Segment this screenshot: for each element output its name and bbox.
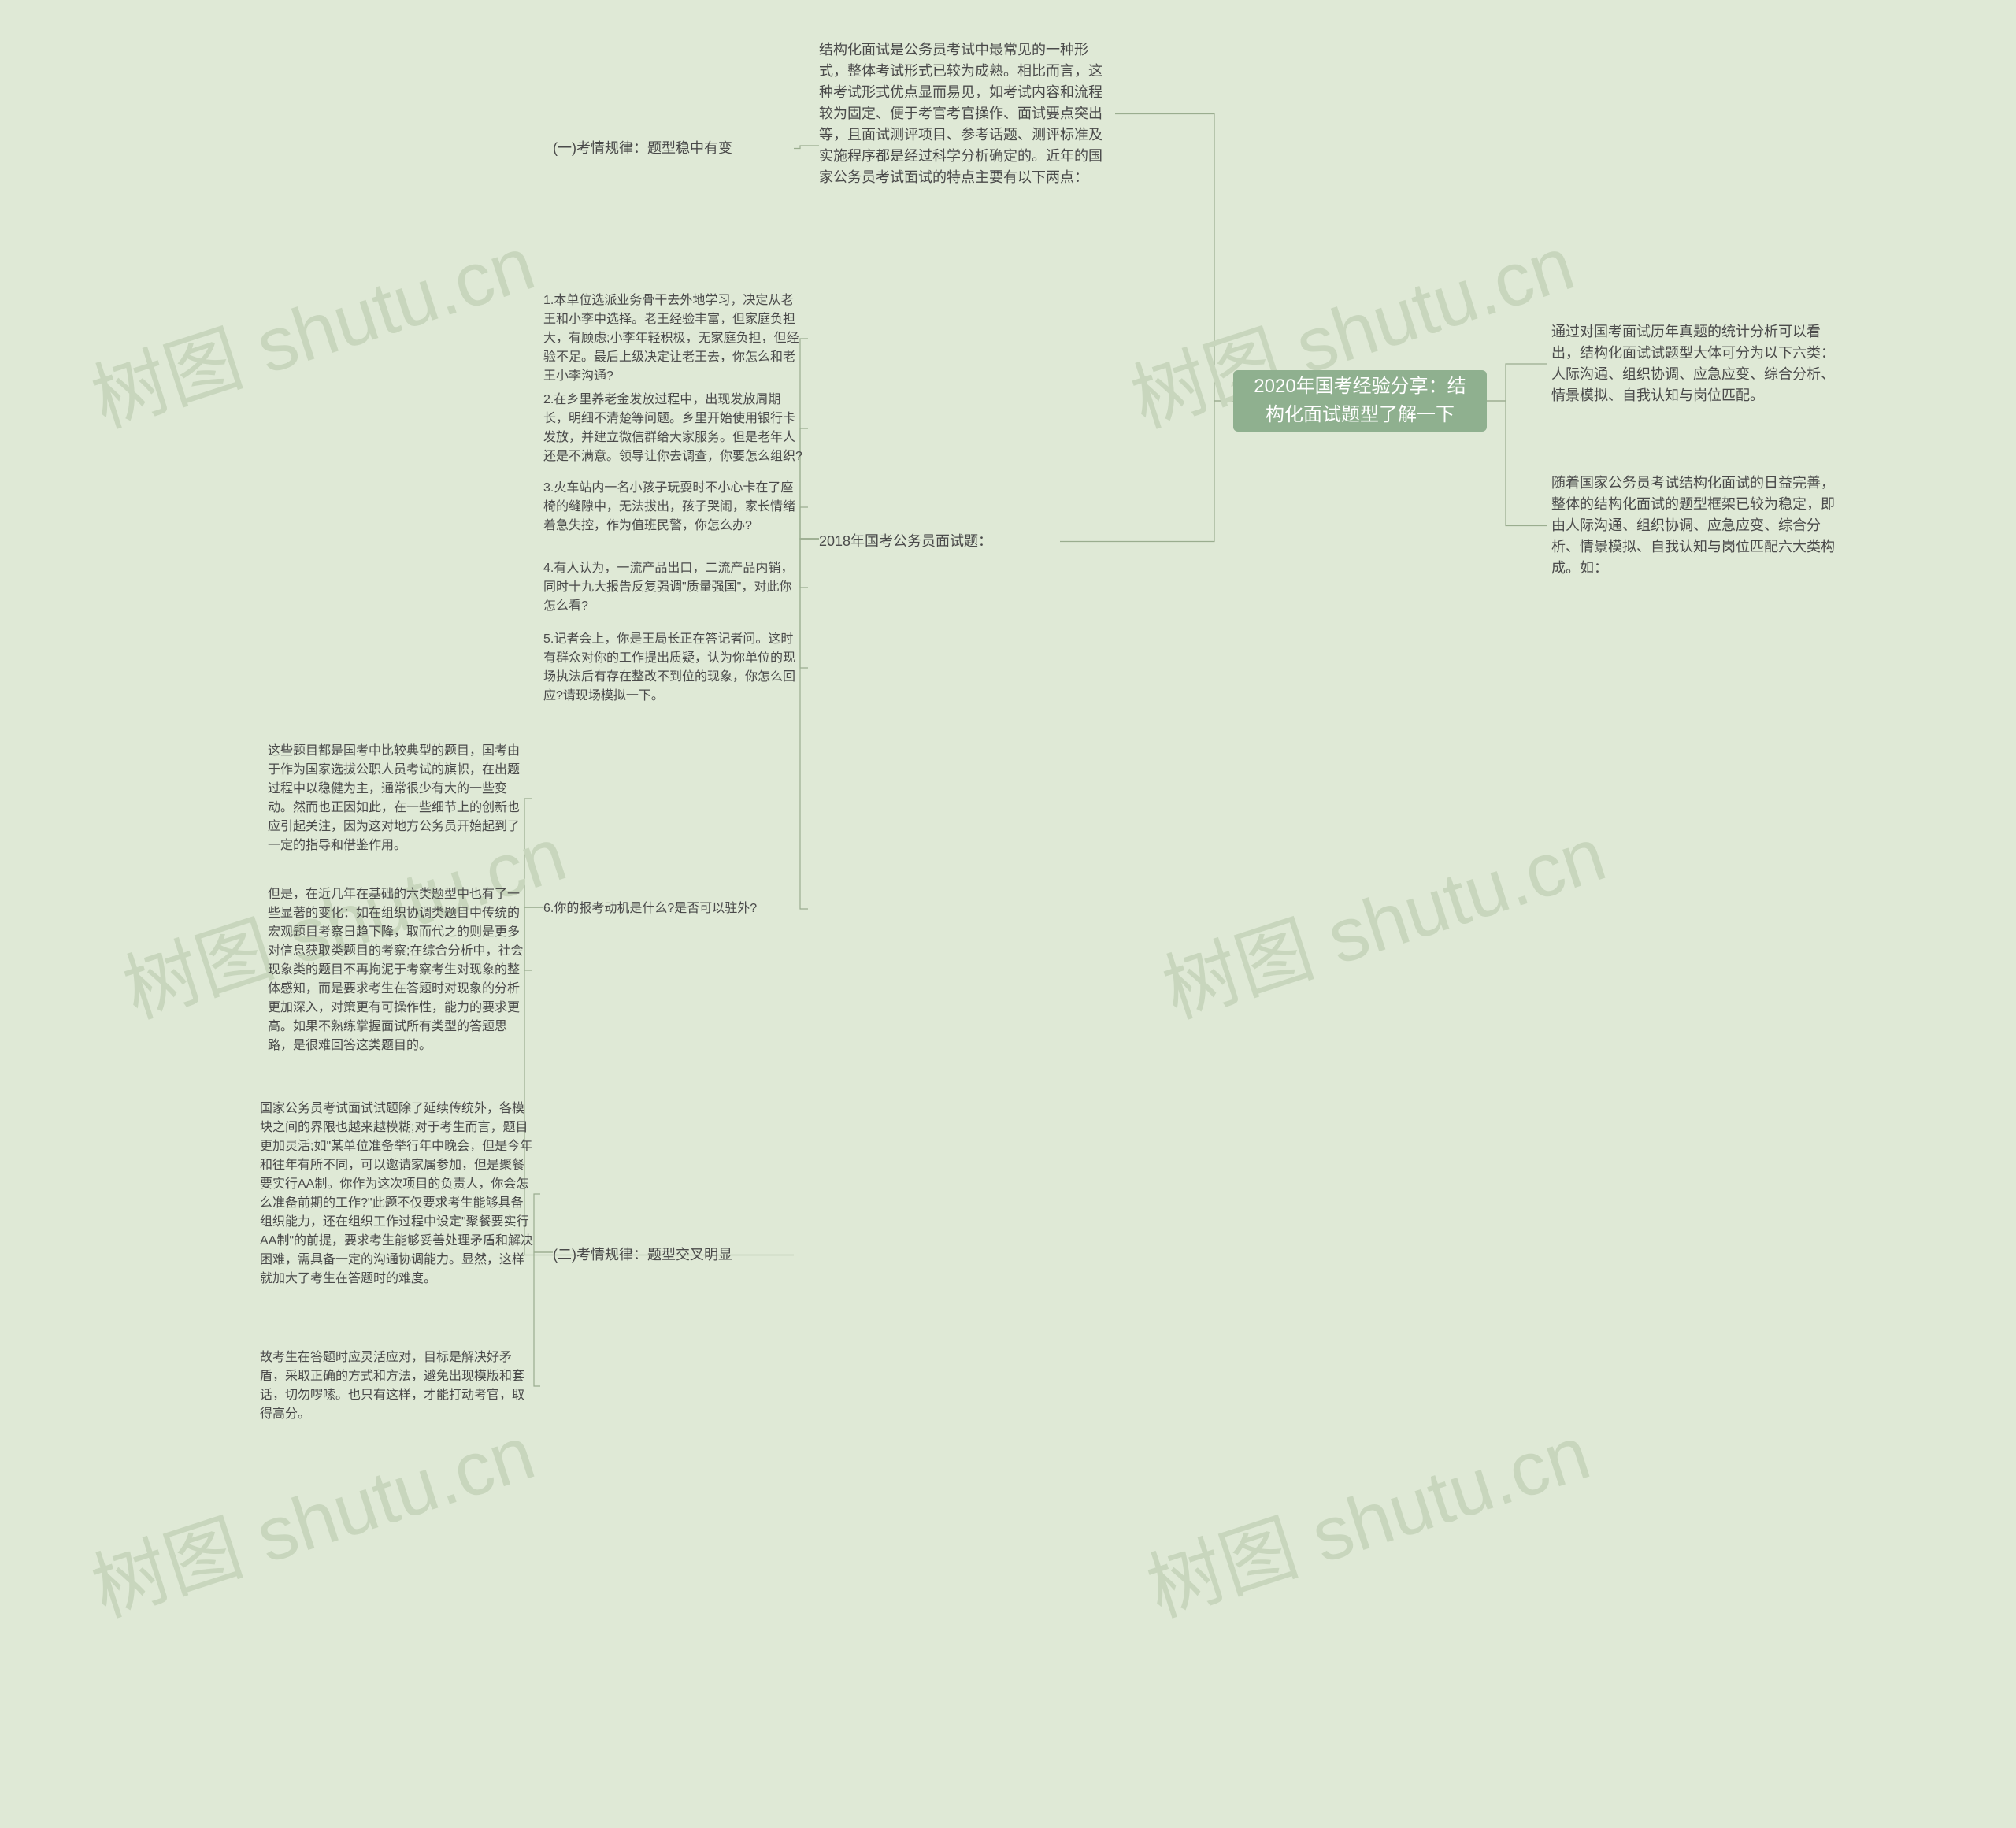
mindmap-node-law1: (一)考情规律：题型稳中有变 — [553, 138, 789, 159]
mindmap-node-intro: 结构化面试是公务员考试中最常见的一种形式，整体考试形式已较为成熟。相比而言，这种… — [819, 39, 1110, 188]
mindmap-node-a1: 这些题目都是国考中比较典型的题目，国考由于作为国家选拔公职人员考试的旗帜，在出题… — [268, 742, 528, 855]
root-node: 2020年国考经验分享：结 构化面试题型了解一下 — [1233, 370, 1487, 432]
mindmap-node-b2: 故考生在答题时应灵活应对，目标是解决好矛盾，采取正确的方式和方法，避免出现模版和… — [260, 1348, 536, 1424]
mindmap-node-q2: 2.在乡里养老金发放过程中，出现发放周期长，明细不清楚等问题。乡里开始使用银行卡… — [543, 391, 803, 466]
mindmap-node-q1: 1.本单位选派业务骨干去外地学习，决定从老王和小李中选择。老王经验丰富，但家庭负… — [543, 291, 803, 386]
mindmap-node-q5: 5.记者会上，你是王局长正在答记者问。这时有群众对你的工作提出质疑，认为你单位的… — [543, 630, 803, 706]
mindmap-node-q6: 6.你的报考动机是什么?是否可以驻外? — [543, 899, 803, 918]
mindmap-node-law2: (二)考情规律：题型交叉明显 — [553, 1244, 789, 1266]
mindmap-node-year: 2018年国考公务员面试题： — [819, 531, 1055, 552]
mindmap-node-q3: 3.火车站内一名小孩子玩耍时不小心卡在了座椅的缝隙中，无法拔出，孩子哭闹，家长情… — [543, 479, 803, 536]
mindmap-node-b1: 国家公务员考试面试试题除了延续传统外，各模块之间的界限也越来越模糊;对于考生而言… — [260, 1099, 536, 1288]
mindmap-node-q4: 4.有人认为，一流产品出口，二流产品内销，同时十九大报告反复强调"质量强国"，对… — [543, 559, 803, 616]
mindmap-node-r2: 随着国家公务员考试结构化面试的日益完善，整体的结构化面试的题型框架已较为稳定，即… — [1551, 473, 1835, 579]
mindmap-node-a2: 但是，在近几年在基础的六类题型中也有了一些显著的变化：如在组织协调类题目中传统的… — [268, 885, 528, 1055]
mindmap-node-r1: 通过对国考面试历年真题的统计分析可以看出，结构化面试试题型大体可分为以下六类：人… — [1551, 321, 1835, 406]
